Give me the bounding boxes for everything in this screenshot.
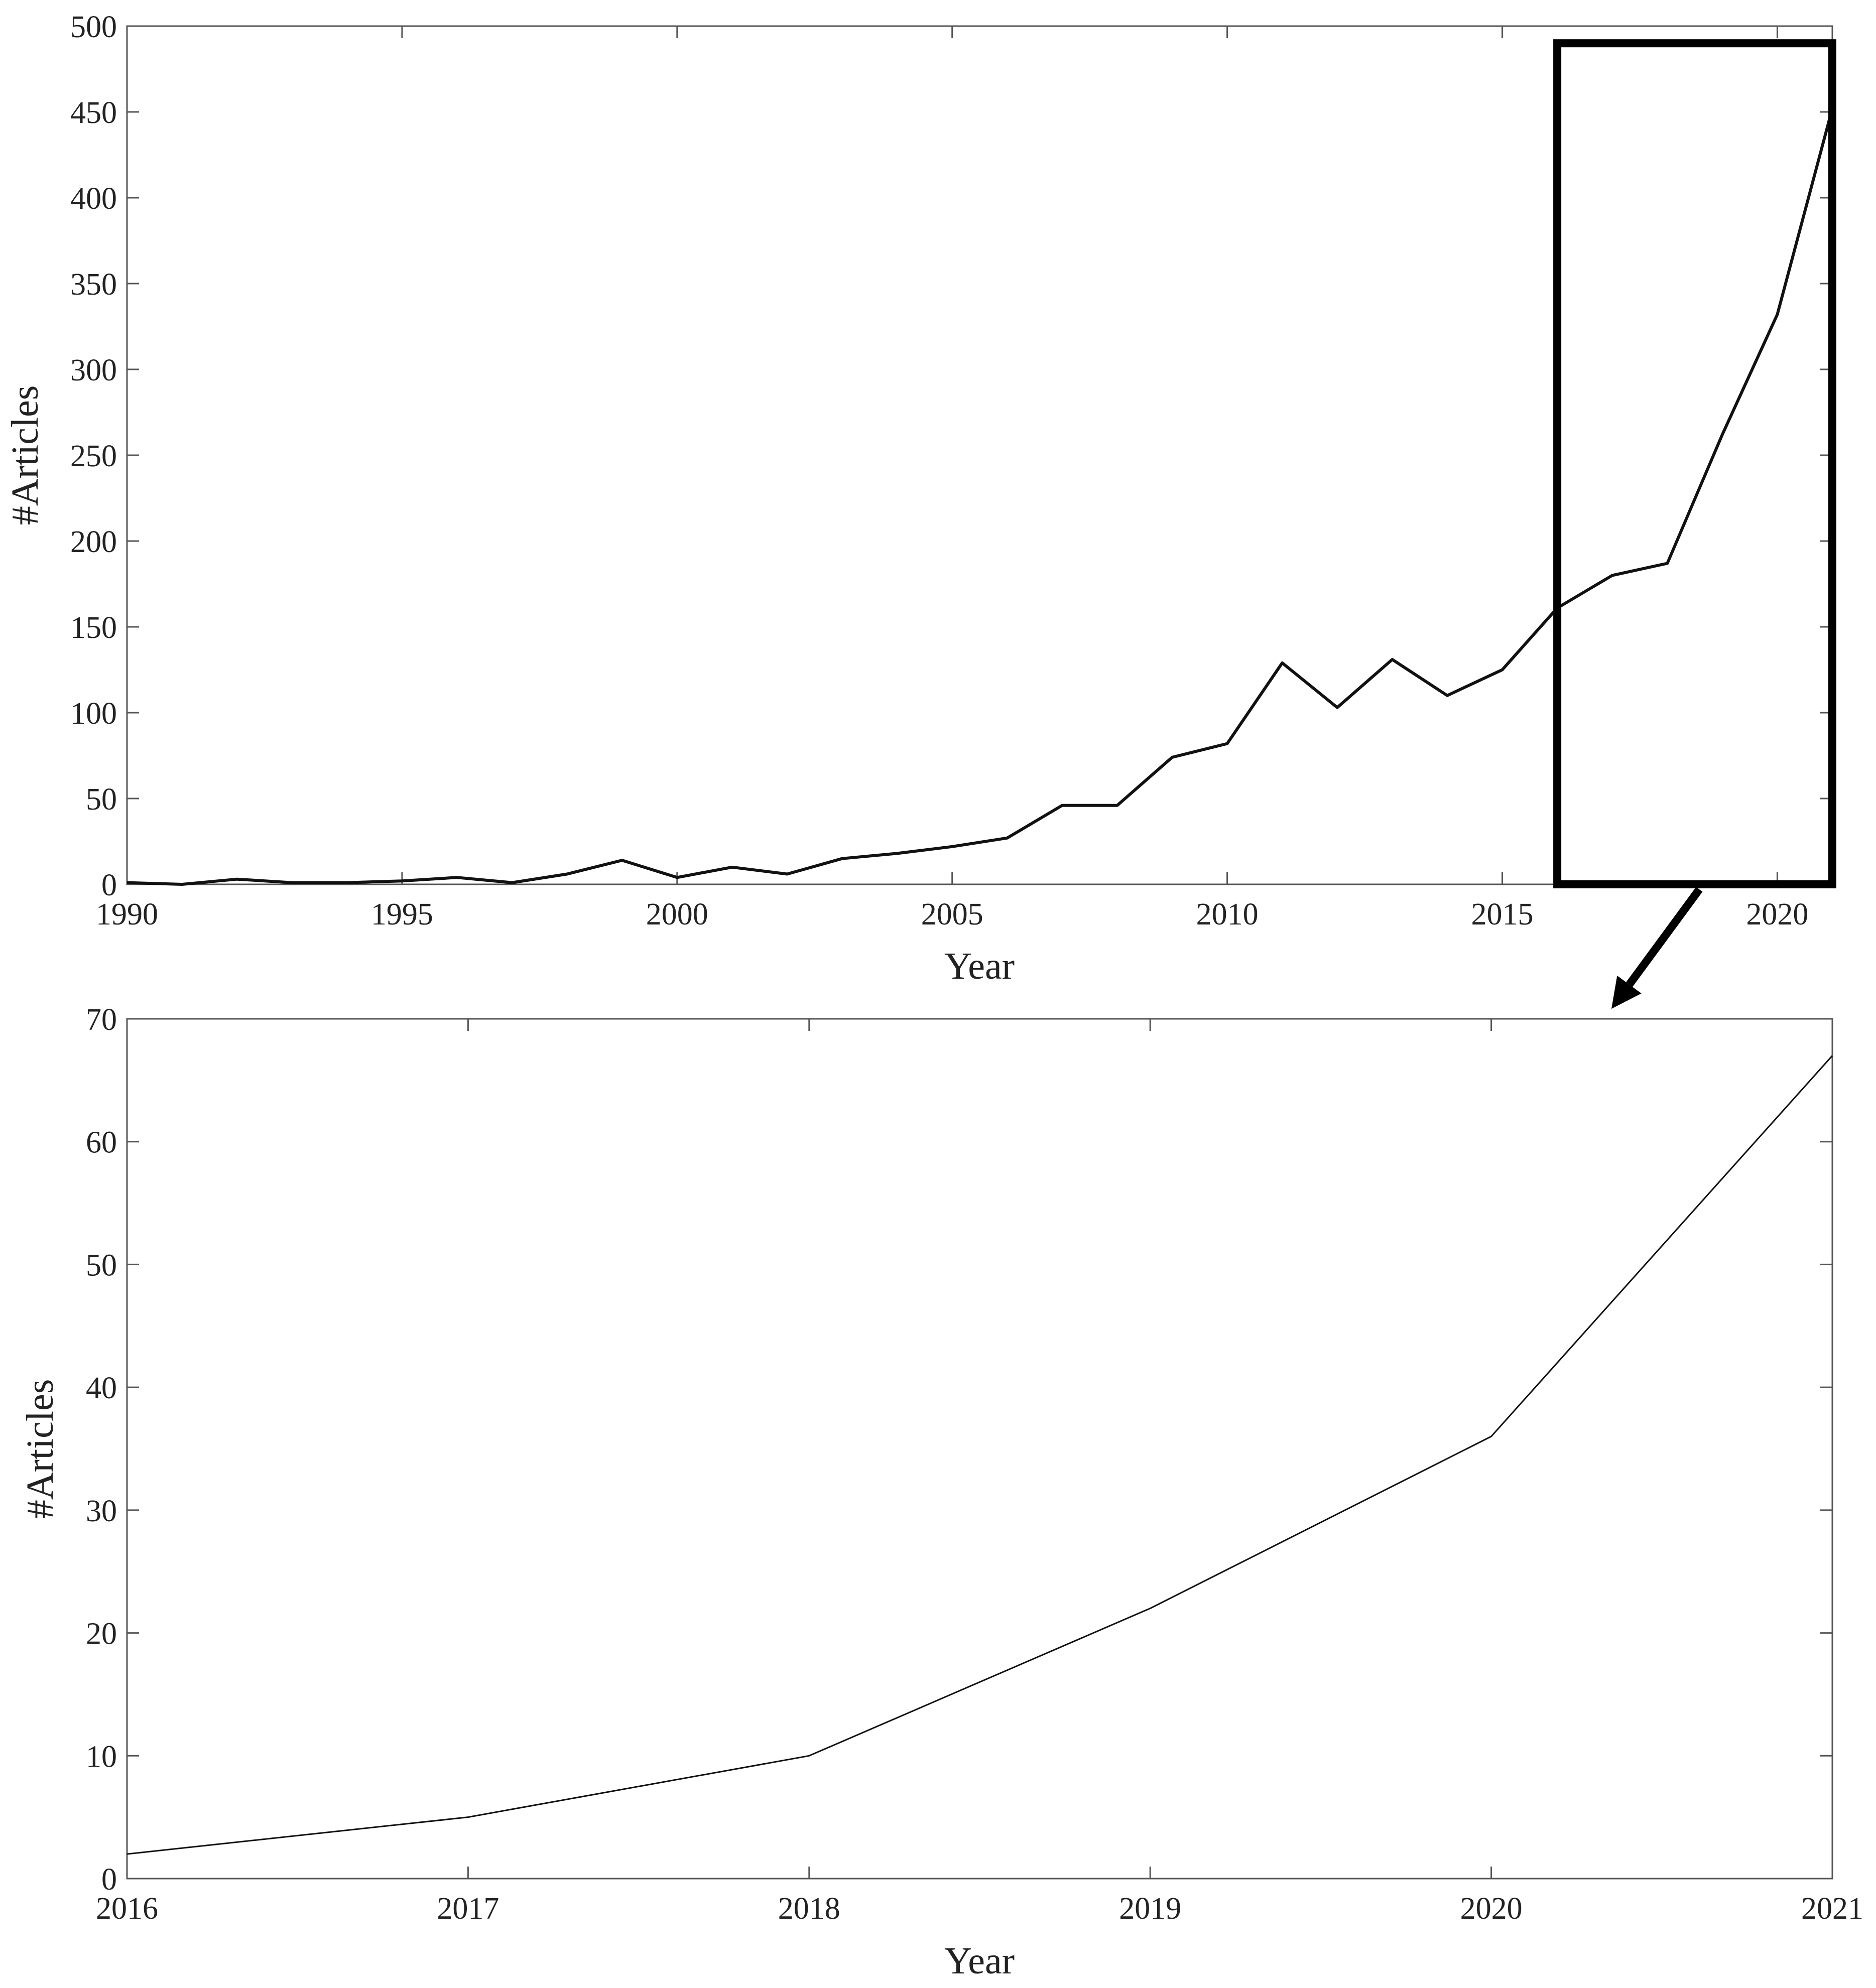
bottom-x-tick-label: 2019 bbox=[1119, 1892, 1181, 1926]
top-x-tick-label: 1990 bbox=[96, 897, 158, 932]
top-x-axis-title: Year bbox=[944, 945, 1015, 987]
bottom-y-axis-title: #Articles bbox=[19, 1379, 61, 1519]
bottom-x-tick-label: 2020 bbox=[1460, 1892, 1523, 1926]
top-y-tick-label: 150 bbox=[70, 611, 117, 645]
top-y-axis-title: #Articles bbox=[4, 385, 46, 525]
bottom-x-tick-label: 2017 bbox=[437, 1892, 499, 1926]
bottom-y-tick-label: 50 bbox=[86, 1248, 117, 1282]
zoom-annotation bbox=[1553, 39, 1836, 1009]
zoom-arrow-head bbox=[1611, 975, 1642, 1009]
top-y-tick-label: 100 bbox=[70, 697, 117, 731]
top-y-tick-label: 200 bbox=[70, 525, 117, 559]
bottom-y-tick-label: 30 bbox=[86, 1494, 117, 1528]
top-y-tick-label: 400 bbox=[70, 182, 117, 216]
top-y-tick-label: 300 bbox=[70, 353, 117, 387]
top-y-tick-label: 450 bbox=[70, 96, 117, 130]
bottom-y-tick-label: 70 bbox=[86, 1003, 117, 1037]
bottom-chart: 2016 2017 2018 2019 2020 2021 0 10 20 30 40 50 60 70 Y… bbox=[19, 1003, 1863, 1982]
top-x-tick-label: 2010 bbox=[1196, 897, 1259, 932]
bottom-x-tick-label: 2018 bbox=[778, 1892, 840, 1926]
bottom-y-tick-label: 20 bbox=[86, 1617, 117, 1651]
zoom-box bbox=[1553, 39, 1836, 889]
top-plot-frame bbox=[126, 25, 1833, 885]
bottom-plot-frame bbox=[126, 1018, 1833, 1880]
bottom-y-tick-label: 60 bbox=[86, 1126, 117, 1160]
top-series-line bbox=[127, 108, 1834, 886]
top-x-tick-label: 2000 bbox=[646, 897, 708, 932]
bottom-x-tick-label: 2016 bbox=[96, 1892, 158, 1926]
top-x-tick-label: 2005 bbox=[921, 897, 983, 932]
top-x-tick-label: 1995 bbox=[371, 897, 433, 932]
bottom-y-tick-label: 0 bbox=[101, 1863, 117, 1897]
top-y-tick-label: 500 bbox=[70, 10, 117, 44]
bottom-x-axis-title: Year bbox=[944, 1940, 1015, 1982]
bottom-y-tick-label: 40 bbox=[86, 1371, 117, 1405]
top-y-tick-label: 0 bbox=[101, 868, 117, 902]
top-x-tick-label: 2015 bbox=[1471, 897, 1534, 932]
top-y-tick-label: 50 bbox=[86, 782, 117, 817]
bottom-x-tick-label: 2021 bbox=[1801, 1892, 1863, 1926]
bottom-series-line bbox=[127, 1055, 1833, 1855]
bottom-y-tick-label: 10 bbox=[86, 1740, 117, 1774]
top-x-tick-label: 2020 bbox=[1746, 897, 1808, 932]
top-y-tick-label: 350 bbox=[70, 268, 117, 302]
zoom-arrow-shaft bbox=[1626, 887, 1703, 987]
top-chart: 1990 1995 2000 2005 2010 2015 2020 0 50 100 150 200… bbox=[4, 10, 1834, 987]
top-y-tick-label: 250 bbox=[70, 439, 117, 473]
